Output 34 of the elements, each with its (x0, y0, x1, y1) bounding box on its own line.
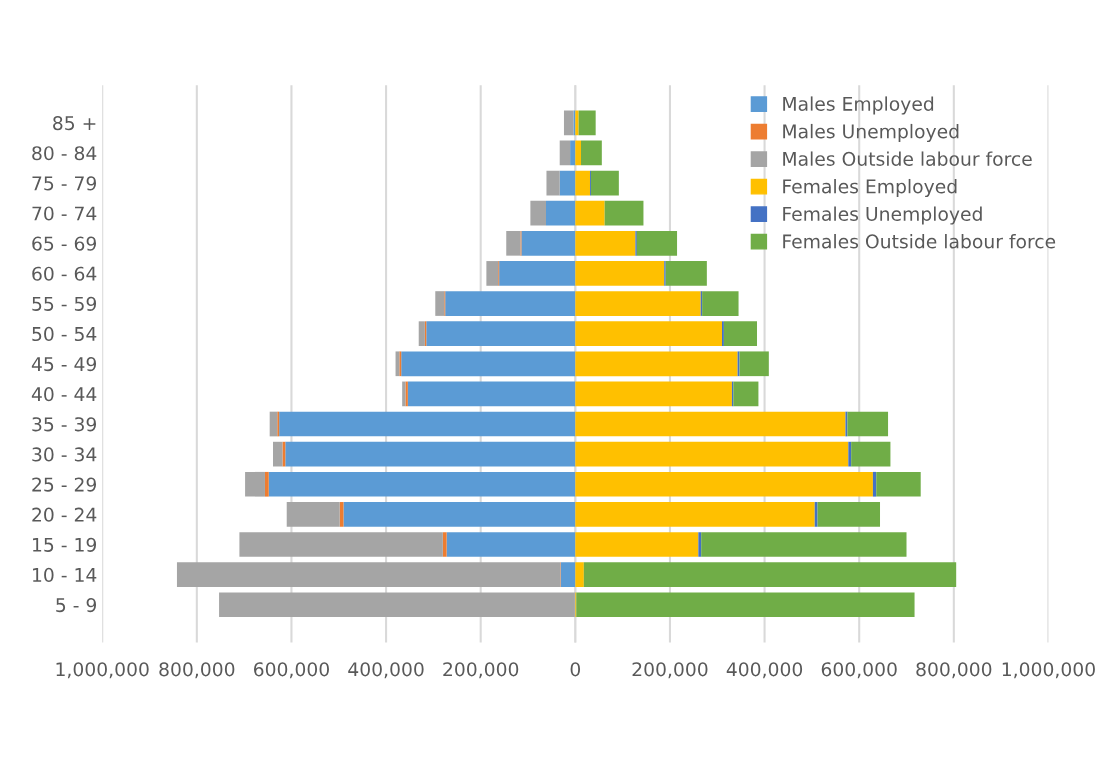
legend-label: Males Outside labour force (783, 151, 1032, 166)
y-tick-label: 30 - 34 (32, 447, 97, 462)
legend-label: Females Outside labour force (783, 234, 1056, 249)
y-tick-label: 35 - 39 (32, 417, 97, 432)
x-tick-label: 0 (570, 662, 581, 677)
x-tick-label: 600,000 (254, 662, 329, 679)
y-tick-label: 50 - 54 (32, 326, 97, 342)
x-tick-label: 800,000 (916, 662, 992, 679)
y-tick-label: 45 - 49 (31, 356, 97, 372)
x-tick-label: 1,000,000 (56, 662, 149, 679)
y-tick-label: 80 - 84 (32, 146, 97, 161)
y-tick-label: 20 - 24 (32, 507, 97, 522)
y-tick-label: 55 - 59 (32, 296, 97, 311)
legend-label: Males Unemployed (783, 123, 959, 143)
y-tick-label: 5 - 9 (56, 597, 97, 613)
x-tick-label: 400,000 (348, 662, 424, 679)
x-tick-label: 200,000 (632, 662, 708, 679)
y-tick-label: 65 - 69 (32, 236, 97, 251)
y-tick-label: 40 - 44 (31, 387, 97, 402)
x-tick-label: 400,000 (726, 662, 803, 679)
y-tick-label: 25 - 29 (32, 477, 97, 492)
x-tick-label: 600,000 (821, 662, 897, 679)
y-tick-label: 10 - 14 (33, 567, 97, 583)
y-tick-label: 60 - 64 (32, 266, 97, 281)
y-tick-label: 15 - 19 (33, 537, 97, 552)
legend-label: Females Employed (783, 178, 957, 198)
y-tick-label: 75 - 79 (32, 176, 97, 191)
y-tick-label: 70 - 74 (32, 206, 97, 221)
legend-label: Females Unemployed (783, 206, 982, 225)
x-tick-label: 1,000,000 (1002, 662, 1095, 679)
x-tick-label: 800,000 (159, 662, 235, 679)
legend-label: Males Employed (783, 96, 934, 115)
x-tick-label: 200,000 (443, 662, 519, 679)
y-tick-label: 85 + (53, 116, 96, 131)
